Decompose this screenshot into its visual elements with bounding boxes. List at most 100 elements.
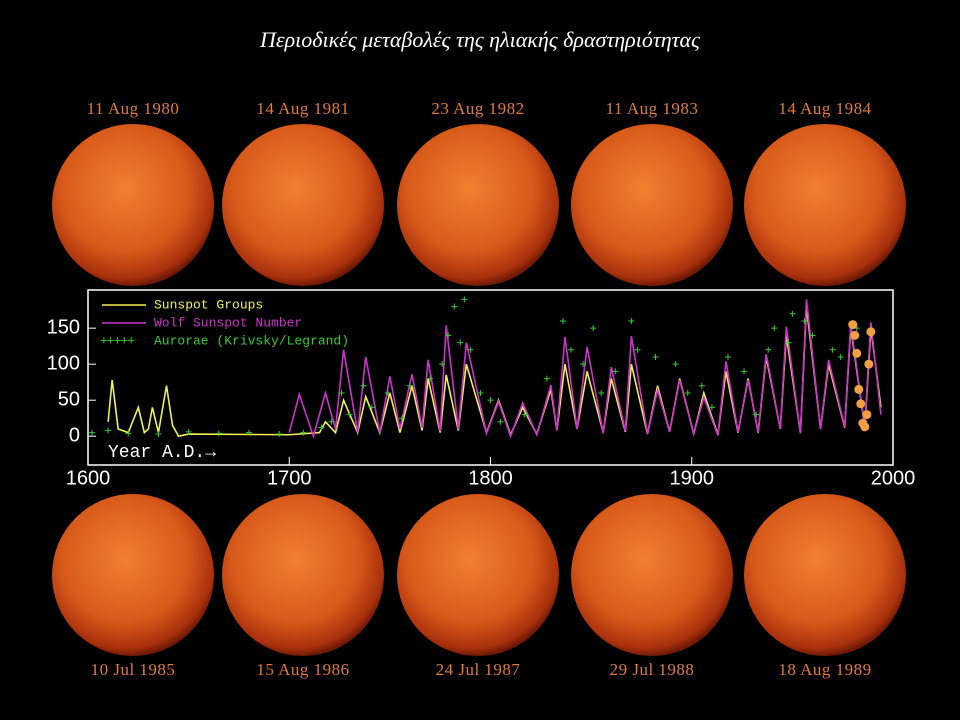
aurora-point xyxy=(89,429,96,436)
aurora-point xyxy=(246,429,252,436)
image-date-point xyxy=(862,410,872,420)
aurora-point xyxy=(801,317,808,324)
aurora-point xyxy=(368,404,375,411)
sun-disk xyxy=(744,494,906,656)
aurora-point xyxy=(487,397,494,404)
x-tick-label: 1900 xyxy=(670,467,715,489)
image-date-point xyxy=(852,348,862,358)
aurora-point xyxy=(829,346,836,353)
image-date-point xyxy=(860,422,870,432)
image-date-point xyxy=(864,359,874,369)
sun-date: 23 Aug 1982 xyxy=(431,99,524,118)
aurora-point xyxy=(652,353,659,360)
title: Περιοδικές μεταβολές της ηλιακής δραστηρ… xyxy=(259,27,701,52)
aurora-point xyxy=(753,411,760,418)
aurora-point xyxy=(384,389,391,396)
y-tick-label: 50 xyxy=(58,388,80,410)
aurora-point xyxy=(568,346,574,353)
aurora-point xyxy=(346,411,353,418)
sun-date: 18 Aug 1989 xyxy=(778,660,871,679)
aurora-point xyxy=(105,427,112,434)
aurora-point xyxy=(445,332,452,339)
aurora-point xyxy=(559,317,566,324)
x-tick-label: 2000 xyxy=(871,467,916,489)
image-date-point xyxy=(848,320,858,330)
aurora-point xyxy=(672,361,679,368)
series-line xyxy=(288,299,882,439)
aurora-point xyxy=(612,368,619,375)
sun-disk xyxy=(52,124,214,286)
aurora-point xyxy=(318,424,325,431)
x-axis-label: Year A.D.→ xyxy=(108,443,216,463)
aurora-point xyxy=(338,389,345,396)
x-tick-label: 1700 xyxy=(267,467,312,489)
aurora-point xyxy=(360,382,367,389)
aurora-point xyxy=(427,375,434,382)
sun-disk xyxy=(222,124,384,286)
sun-date: 14 Aug 1984 xyxy=(778,99,871,118)
aurora-point xyxy=(590,325,597,332)
image-date-point xyxy=(866,327,876,337)
sun-date: 29 Jul 1988 xyxy=(610,660,695,679)
aurora-point xyxy=(741,368,748,375)
aurora-point xyxy=(634,346,641,353)
aurora-point xyxy=(215,430,222,437)
aurora-point xyxy=(300,429,307,436)
aurora-point xyxy=(477,389,484,396)
sun-date: 14 Aug 1981 xyxy=(256,99,349,118)
aurora-point xyxy=(521,411,528,418)
image-date-point xyxy=(856,399,866,409)
sun-disk xyxy=(397,124,559,286)
aurora-point xyxy=(785,339,792,346)
legend-label: Sunspot Groups xyxy=(154,297,263,312)
sun-disk xyxy=(744,124,906,286)
aurora-point xyxy=(837,353,844,360)
aurora-point xyxy=(439,361,446,368)
legend-symbol: +++++ xyxy=(100,333,135,348)
sun-date: 15 Aug 1986 xyxy=(256,660,349,679)
sun-images: 11 Aug 1980 14 Aug 1981 23 Aug 1982 11 Aug … xyxy=(52,99,906,679)
aurora-point xyxy=(185,428,192,435)
sun-date: 24 Jul 1987 xyxy=(436,660,521,679)
aurora-point xyxy=(809,332,816,339)
aurora-point xyxy=(684,389,691,396)
aurora-point xyxy=(457,339,464,346)
sun-date: 10 Jul 1985 xyxy=(91,660,176,679)
aurora-point xyxy=(467,346,474,353)
sun-date: 11 Aug 1983 xyxy=(606,99,699,118)
sun-disk xyxy=(397,494,559,656)
aurora-point xyxy=(724,353,731,360)
sun-disk xyxy=(571,494,733,656)
aurora-point xyxy=(155,431,162,438)
legend-label: Aurorae (Krivsky/Legrand) xyxy=(154,333,349,348)
sun-disk xyxy=(222,494,384,656)
aurora-point xyxy=(708,404,715,411)
aurora-point xyxy=(543,375,550,382)
aurora-point xyxy=(398,415,405,422)
aurora-point xyxy=(580,361,587,368)
sun-disk xyxy=(52,494,214,656)
aurora-point xyxy=(497,418,504,425)
y-tick-label: 100 xyxy=(47,352,80,374)
aurora-point xyxy=(276,431,283,438)
aurora-point xyxy=(765,346,772,353)
y-tick-label: 150 xyxy=(47,316,80,338)
aurora-point xyxy=(598,389,605,396)
x-tick-label: 1800 xyxy=(468,467,513,489)
sun-disk xyxy=(571,124,733,286)
chart: 0 50 100 150 1600 1700 1800 1900 2000 Year A.D.→ S… xyxy=(47,289,916,489)
aurora-point xyxy=(451,303,458,310)
aurora-point xyxy=(125,430,132,437)
image-date-point xyxy=(854,384,864,394)
aurora-point xyxy=(407,382,413,389)
y-tick-label: 0 xyxy=(69,424,80,446)
aurora-point xyxy=(628,317,635,324)
aurora-point xyxy=(328,418,335,425)
aurora-point xyxy=(789,310,796,317)
aurora-point xyxy=(461,296,468,303)
image-date-point xyxy=(850,330,860,340)
legend-label: Wolf Sunspot Number xyxy=(154,315,302,330)
sun-date: 11 Aug 1980 xyxy=(87,99,180,118)
